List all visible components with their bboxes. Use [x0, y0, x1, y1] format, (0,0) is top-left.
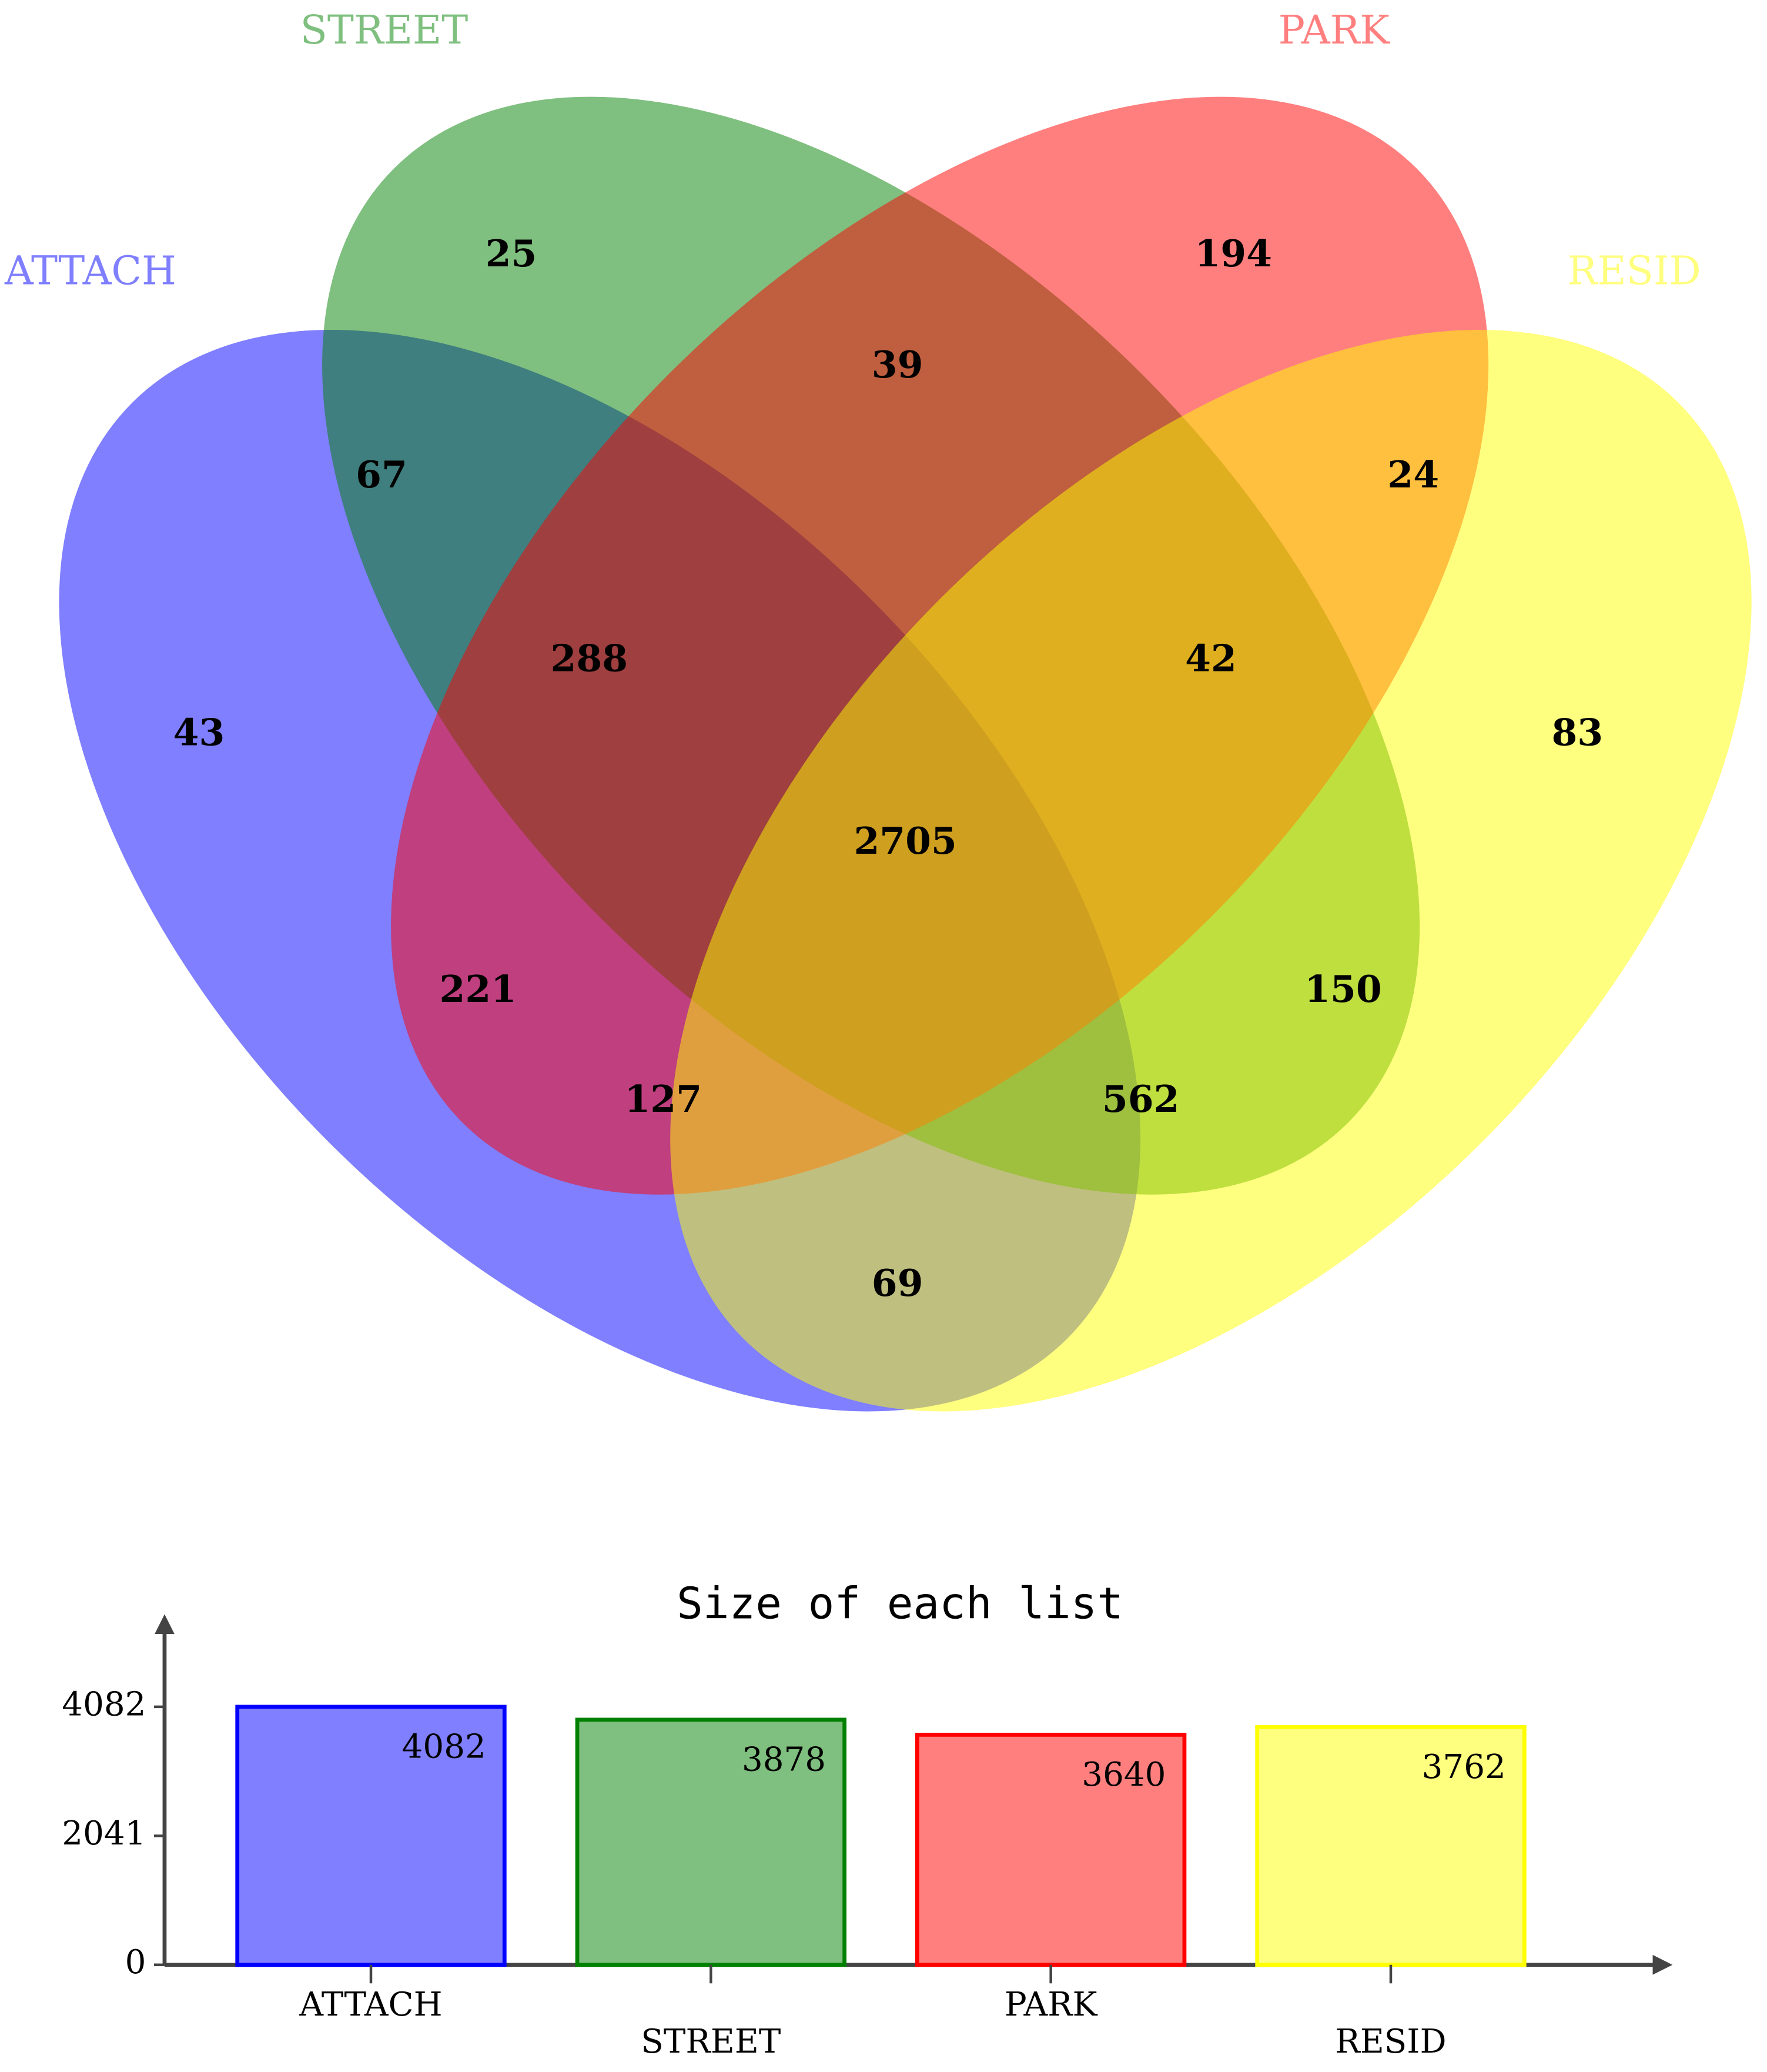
chart-title: Size of each list	[677, 1578, 1123, 1629]
bar	[235, 1705, 507, 1967]
region-count: 24	[1387, 453, 1439, 496]
x-tick-label: PARK	[1005, 1986, 1098, 2024]
region-count: 39	[872, 343, 923, 386]
y-tick-label: 4082	[62, 1685, 146, 1723]
region-count: 25	[486, 232, 537, 275]
set-label: STREET	[300, 6, 468, 53]
x-tick-label: ATTACH	[299, 1986, 442, 2024]
set-label: PARK	[1279, 6, 1391, 53]
set-label: RESID	[1567, 247, 1701, 293]
bar	[575, 1717, 846, 1967]
y-tick-label: 2041	[62, 1814, 146, 1853]
region-count: 127	[625, 1077, 702, 1121]
set-label: ATTACH	[4, 247, 176, 293]
region-count: 562	[1102, 1077, 1180, 1121]
region-count: 83	[1551, 711, 1603, 754]
value-label: 4082	[402, 1727, 486, 1766]
region-count: 150	[1304, 967, 1382, 1011]
region-count: 67	[356, 453, 407, 496]
value-label: 3640	[1082, 1756, 1166, 1794]
region-count: 69	[872, 1261, 923, 1305]
set-ellipse	[670, 329, 1752, 1412]
region-count: 288	[551, 637, 628, 680]
x-tick-label: STREET	[641, 2023, 781, 2061]
region-count: 221	[440, 967, 517, 1011]
value-label: 3762	[1422, 1748, 1506, 1786]
region-count: 2705	[854, 819, 956, 863]
region-count: 194	[1194, 232, 1272, 275]
x-tick-label: RESID	[1335, 2023, 1446, 2061]
region-count: 43	[173, 711, 225, 754]
y-tick-label: 0	[125, 1943, 146, 1981]
bar-chart: Size of each list 0 2041 4082 4082 ATTACH 3878…	[62, 1578, 1673, 2061]
region-count: 42	[1185, 637, 1237, 680]
venn-diagram: ATTACH STREET PARK RESID 25 194 39 67 24 43 288 42 8…	[4, 6, 1752, 1412]
bar	[915, 1733, 1187, 1967]
value-label: 3878	[742, 1740, 826, 1779]
